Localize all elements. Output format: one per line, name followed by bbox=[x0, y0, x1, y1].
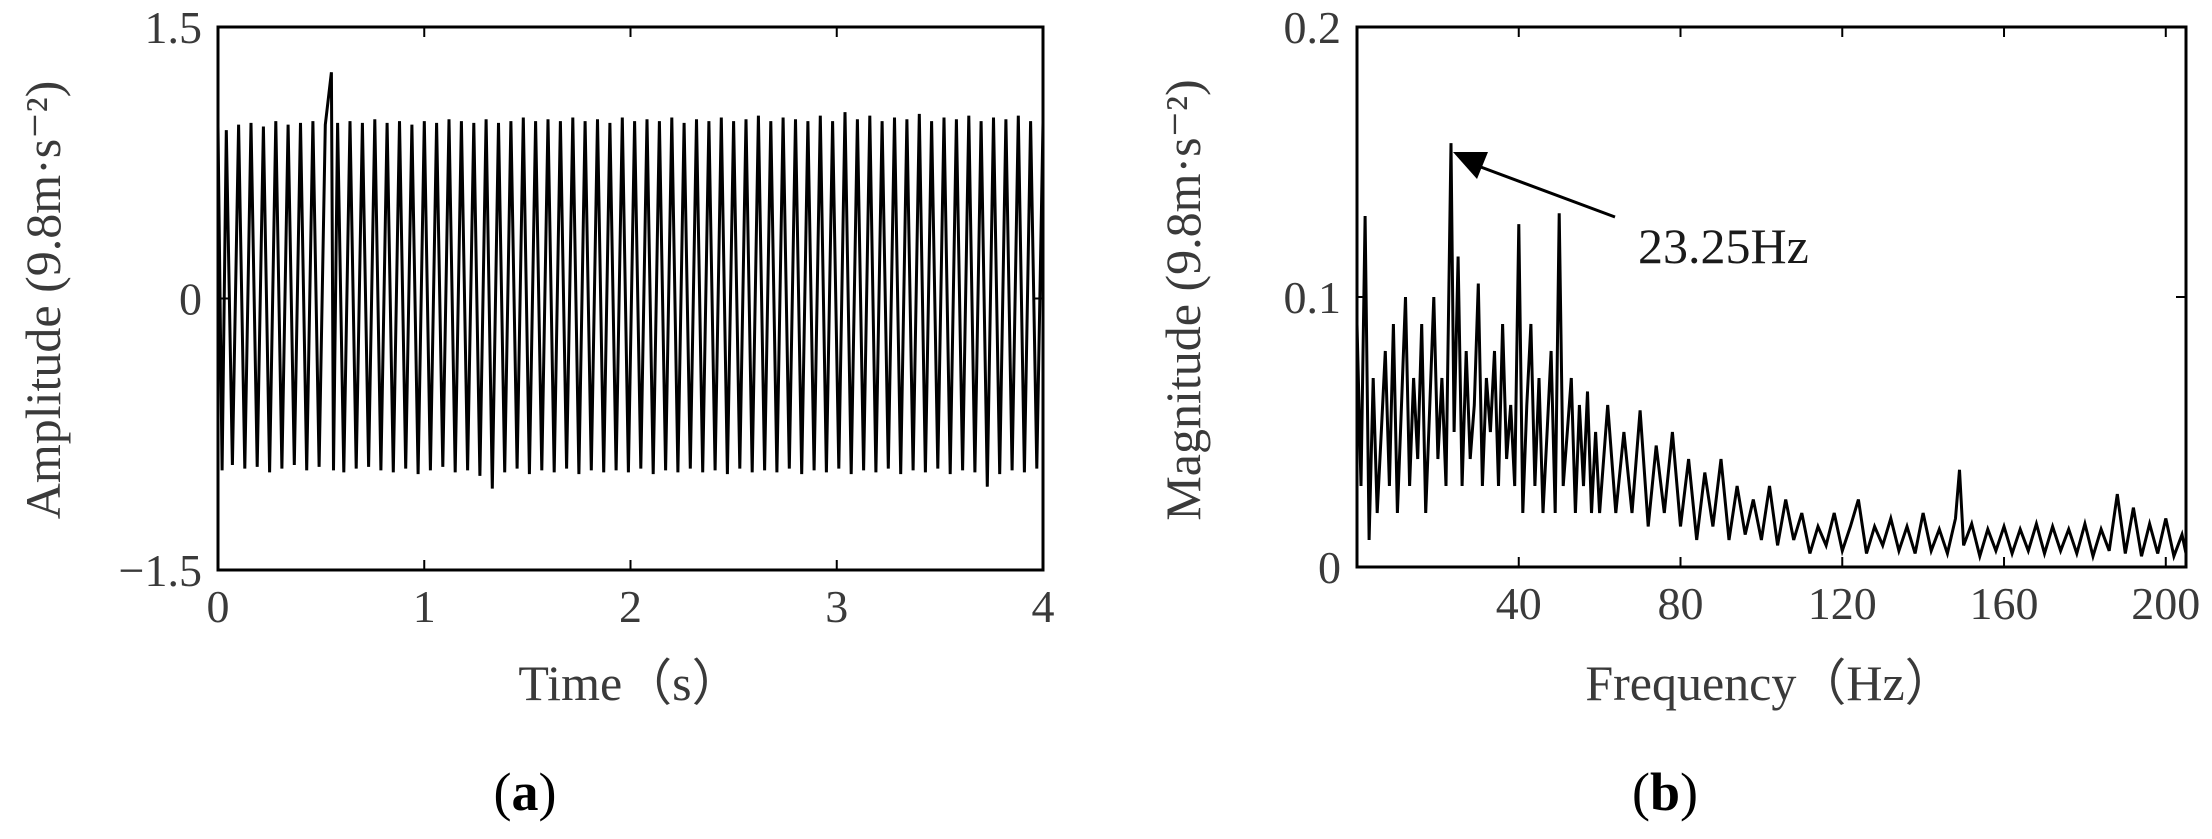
panel-label-b-letter: b bbox=[1650, 762, 1680, 822]
time-ytick-label: 1.5 bbox=[145, 2, 203, 53]
spectrum-xtick-label: 120 bbox=[1808, 578, 1877, 629]
spectrum-plot-area bbox=[1355, 143, 2188, 562]
time-xtick-label: 2 bbox=[619, 581, 642, 632]
time-xtick-label: 0 bbox=[207, 581, 230, 632]
panel-label-b: (b) bbox=[1632, 762, 1698, 822]
panel-label-a-letter: a bbox=[512, 762, 539, 822]
time-series-line-0 bbox=[216, 72, 1045, 489]
spectrum-ytick-label: 0.2 bbox=[1284, 2, 1342, 53]
time-domain-chart: 0 1 2 3 4−1.501.5 Amplitude (9.8m·s⁻²) Time（… bbox=[15, 2, 1055, 822]
spectrum-ytick-label: 0.1 bbox=[1284, 272, 1342, 323]
spectrum-chart-ticks: 40 80 120 160 200 0 0.1 0.2 bbox=[1284, 2, 2201, 629]
spectrum-xtick-label: 200 bbox=[2131, 578, 2200, 629]
spectrum-xtick-label: 80 bbox=[1658, 578, 1704, 629]
time-ytick-label: −1.5 bbox=[119, 545, 202, 596]
spectrum-series-line-0 bbox=[1355, 143, 2188, 562]
peak-annotation-arrowhead bbox=[1453, 152, 1488, 179]
panel-label-b-close: ) bbox=[1680, 762, 1698, 822]
spectrum-xtick-label: 160 bbox=[1970, 578, 2039, 629]
spectrum-xtick-label: 40 bbox=[1496, 578, 1542, 629]
spectrum-chart-xlabel: Frequency（Hz） bbox=[1585, 655, 1954, 711]
time-ytick-label: 0 bbox=[179, 274, 202, 325]
time-xtick-label: 3 bbox=[825, 581, 848, 632]
frequency-domain-chart: 40 80 120 160 200 0 0.1 0.2 23.25Hz Magnitude (… bbox=[1155, 2, 2200, 822]
peak-annotation-label: 23.25Hz bbox=[1638, 218, 1809, 274]
time-signal-plot-area bbox=[216, 72, 1045, 489]
panel-label-a: (a) bbox=[494, 762, 557, 822]
panel-label-a-open: ( bbox=[494, 762, 512, 822]
spectrum-chart-ylabel: Magnitude (9.8m·s⁻²) bbox=[1155, 79, 1211, 520]
panel-label-a-close: ) bbox=[539, 762, 557, 822]
panel-label-b-open: ( bbox=[1632, 762, 1650, 822]
time-chart-ylabel: Amplitude (9.8m·s⁻²) bbox=[15, 81, 71, 520]
peak-annotation-arrow-shaft bbox=[1469, 161, 1616, 219]
time-chart-xlabel: Time（s） bbox=[518, 655, 741, 711]
time-xtick-label: 4 bbox=[1032, 581, 1055, 632]
time-xtick-label: 1 bbox=[413, 581, 436, 632]
time-chart-ticks: 0 1 2 3 4−1.501.5 bbox=[119, 2, 1055, 632]
spectrum-ytick-label: 0 bbox=[1318, 542, 1341, 593]
